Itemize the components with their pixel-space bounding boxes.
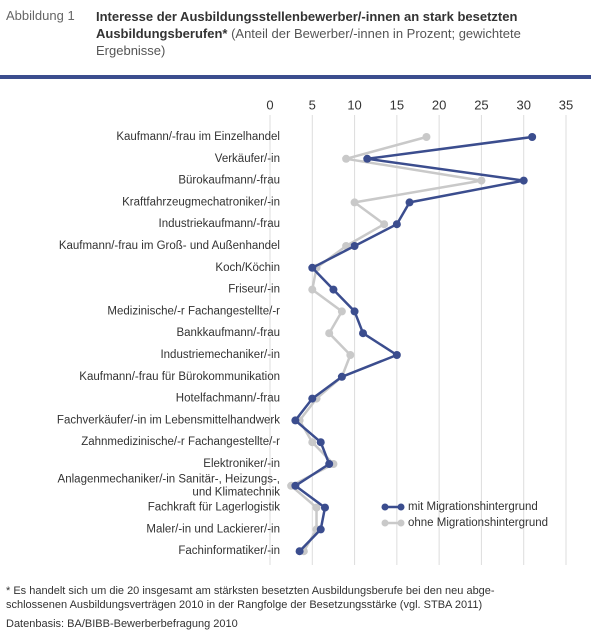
data-point [342,154,351,163]
source: Datenbasis: BA/BIBB-Bewerberbefragung 20… [6,618,238,630]
data-point [380,220,389,229]
legend-marker [381,519,389,527]
x-tick-label: 5 [309,97,316,112]
data-point [312,503,321,512]
legend-marker [397,519,405,527]
y-tick-label: Industriemechaniker/-in [160,349,280,361]
data-point [308,263,317,272]
data-point [325,460,334,468]
y-tick-label: Zahnmedizinische/-r Fachangestellte/-r [81,436,280,448]
x-tick-label: 20 [432,97,446,112]
data-point [519,176,528,185]
data-point [308,285,317,294]
y-tick-label: Friseur/-in [228,284,280,296]
y-tick-label: Kraftfahrzeugmechatroniker/-in [122,196,280,208]
chart-title: Interesse der Ausbildungsstellenbewerber… [96,9,518,41]
data-point [337,372,346,381]
y-tick-label: Fachkraft für Lagerlogistik [148,502,281,514]
legend-label: ohne Migrationshintergrund [408,517,548,529]
x-tick-label: 10 [347,97,361,112]
data-point [308,394,317,403]
data-point [350,307,359,316]
data-point [350,198,359,207]
data-point [392,351,401,359]
y-tick-label: Koch/Köchin [215,262,280,274]
y-tick-label: Bankkaufmann/-frau [176,327,280,339]
chart-subtitle: (Anteil der Bewerber/-innen in Prozent; … [96,26,521,58]
series-line [289,135,483,552]
data-point [346,351,355,359]
data-point [291,416,300,425]
y-tick-label: Fachinformatiker/-in [178,545,280,557]
data-point [477,176,486,185]
footnote: * Es handelt sich um die 20 insgesamt am… [6,585,495,611]
series-line [294,135,533,553]
legend-marker [381,503,389,511]
data-point [295,547,304,556]
data-point [350,242,359,250]
x-tick-label: 35 [559,97,573,112]
y-tick-label: Anlagenmechaniker/-in Sanitär-, Heizungs… [58,473,281,498]
y-tick-label: Kaufmann/-frau im Groß- und Außenhandel [59,240,280,252]
y-tick-label: Kaufmann/-frau im Einzelhandel [116,131,280,143]
y-tick-label: Medizinische/-r Fachangestellte/-r [107,305,280,317]
y-tick-label: Verkäufer/-in [215,153,280,165]
data-point [392,220,401,229]
data-point [325,329,334,338]
x-tick-label: 30 [516,97,530,112]
data-point [405,198,414,207]
data-point [359,329,368,338]
data-point [528,133,537,141]
data-point [308,438,317,447]
data-point [422,133,431,141]
y-tick-label: Hotelfachmann/-frau [176,393,280,405]
x-tick-label: 0 [266,97,273,112]
legend-marker [397,503,405,511]
data-point [316,525,325,534]
data-point [363,154,372,163]
y-tick-label: Maler/-in und Lackierer/-in [146,523,280,535]
header-bar [0,75,591,79]
y-tick-label: Industriekaufmann/-frau [159,218,280,230]
chart: 0 5 10 15 20 25 30 35 Kaufmann/-frau im Einzelha… [57,97,573,565]
y-tick-label: Bürokaufmann/-frau [178,175,280,187]
header: Interesse der Ausbildungsstellenbewerber… [96,8,536,59]
figure-label: Abbildung 1 [6,8,75,23]
y-tick-label: Kaufmann/-frau für Bürokommunikation [79,371,280,383]
data-point [291,481,300,490]
y-tick-label: Fachverkäufer/-in im Lebensmittelhandwer… [57,414,280,426]
x-tick-label: 15 [390,97,404,112]
data-point [329,285,338,294]
data-point [337,307,346,316]
x-tick-label: 25 [474,97,488,112]
data-point [320,503,329,512]
legend-label: mit Migrationshintergrund [408,501,538,513]
data-point [316,438,325,447]
y-tick-label: Elektroniker/-in [203,458,280,470]
